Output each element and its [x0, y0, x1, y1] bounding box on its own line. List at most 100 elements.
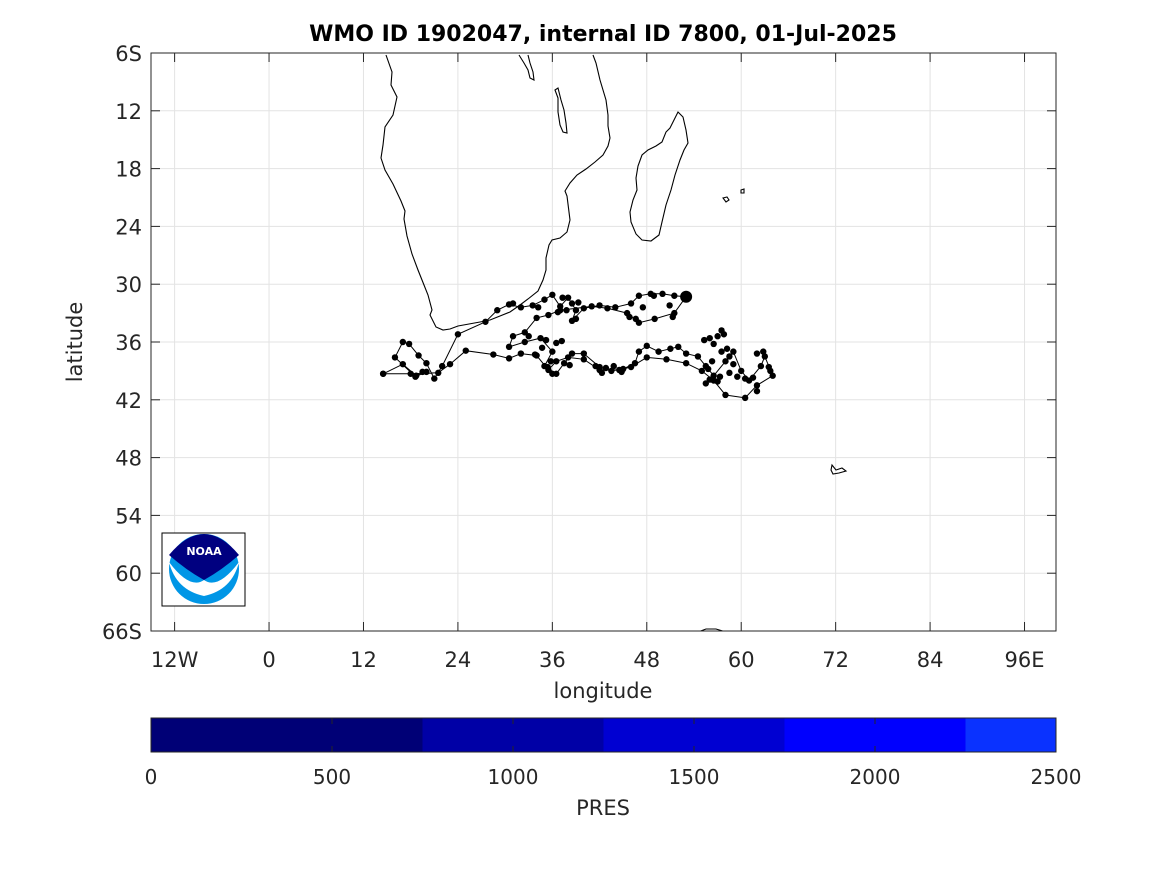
colorbar-box [150, 717, 1057, 753]
colorbar-tick-label: 1000 [488, 765, 539, 789]
profile-point [708, 358, 716, 365]
profile-point [596, 302, 603, 309]
profile-point [761, 353, 769, 360]
profile-point [706, 334, 713, 342]
profile-point [533, 314, 540, 322]
profile-point [588, 303, 595, 310]
y-tick-label: 6S [115, 42, 142, 66]
profile-point [663, 356, 670, 363]
x-tick-label: 12 [350, 648, 377, 672]
profile-point [563, 307, 570, 314]
profile-point [537, 334, 544, 342]
profile-point [604, 305, 611, 312]
profile-point [667, 345, 674, 352]
profile-point [706, 376, 713, 383]
profile-point [651, 315, 658, 323]
profile-point [553, 358, 560, 365]
profile-point [675, 343, 682, 351]
profile-point [534, 304, 542, 311]
x-tick-label: 60 [728, 648, 755, 672]
y-tick-label: 42 [115, 389, 142, 413]
profile-point [704, 365, 712, 373]
profile-point [509, 333, 517, 340]
profile-point [702, 380, 710, 387]
profile-point [521, 338, 529, 346]
profile-point [568, 350, 576, 357]
profile-point [730, 360, 737, 368]
profile-point [738, 367, 745, 375]
profile-point [529, 302, 536, 309]
profile-point [760, 348, 767, 355]
profile-point [608, 367, 615, 375]
profile-point [669, 313, 676, 321]
x-tick-label: 24 [445, 648, 472, 672]
y-tick-label: 18 [115, 158, 142, 182]
profile-point [405, 340, 413, 348]
profile-point [726, 353, 733, 360]
profile-point [592, 362, 599, 370]
profile-point [767, 367, 774, 375]
profile-point [544, 363, 551, 371]
africa-coastline [380, 54, 611, 331]
profile-point [722, 391, 729, 399]
profile-point [545, 311, 552, 319]
profile-point [580, 356, 588, 363]
profile-point [726, 369, 733, 377]
profile-point [538, 344, 546, 351]
logo-bird [169, 534, 239, 580]
profile-point [666, 302, 673, 309]
profile-point [517, 304, 525, 311]
profile-point [494, 307, 501, 314]
profile-point [446, 360, 454, 368]
profile-point [572, 315, 580, 323]
madagascar-coastline [629, 111, 689, 242]
profile-point [521, 329, 529, 336]
profile-point [525, 333, 532, 340]
profile-point [710, 372, 717, 379]
profile-point [407, 370, 414, 377]
profile-point [435, 369, 442, 377]
profile-point [682, 359, 690, 367]
island-coastline [740, 188, 745, 194]
profile-point [701, 336, 708, 344]
colorbar-tick-label: 2500 [1031, 765, 1082, 789]
profile-point [643, 342, 650, 350]
profile-point [639, 304, 647, 311]
profile-point [580, 350, 588, 357]
profile-point [541, 296, 548, 303]
profile-point [462, 347, 469, 354]
profile-point [741, 394, 749, 402]
profile-point [650, 292, 658, 299]
profile-point [631, 359, 639, 367]
y-tick-label: 66S [102, 620, 142, 644]
profile-point [560, 359, 568, 367]
colorbar-band [151, 718, 423, 752]
x-tick-label: 84 [917, 648, 944, 672]
profile-point [399, 360, 407, 368]
logo-text: NOAA [186, 545, 222, 558]
profile-point [682, 350, 690, 357]
profile-point [716, 373, 724, 380]
profile-point [694, 353, 702, 360]
profile-point [598, 369, 606, 377]
profile-point [722, 358, 729, 365]
profile-point [482, 318, 489, 325]
y-tick-label: 12 [115, 100, 142, 124]
profile-point [734, 373, 741, 380]
profile-point [741, 375, 749, 382]
profile-point [698, 367, 706, 375]
x-axis-label: longitude [554, 679, 653, 703]
profile-point [509, 300, 517, 307]
colorbar-band [965, 718, 1056, 752]
colorbar-label: PRES [576, 796, 630, 820]
x-tick-label: 72 [822, 648, 849, 672]
profile-point [575, 299, 582, 306]
profile-point [730, 348, 737, 355]
profile-point [718, 348, 725, 355]
profile-point [415, 352, 422, 359]
island-coastline [722, 196, 730, 203]
profile-point [769, 372, 776, 379]
profile-point [714, 378, 721, 385]
profile-point [549, 291, 556, 298]
x-tick-label: 12W [151, 648, 199, 672]
